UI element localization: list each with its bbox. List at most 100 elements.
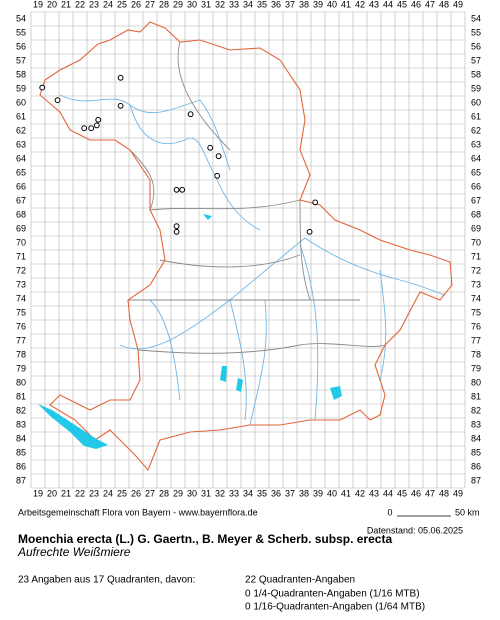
x-label: 23 — [89, 488, 99, 498]
x-label: 44 — [383, 0, 393, 9]
y-label: 78 — [471, 349, 481, 359]
y-label: 81 — [471, 391, 481, 401]
y-label: 87 — [16, 475, 26, 485]
x-label: 21 — [61, 0, 71, 9]
y-label: 55 — [471, 27, 481, 37]
credit: Arbeitsgemeinschaft Flora von Bayern - w… — [18, 507, 258, 517]
y-label: 85 — [471, 447, 481, 457]
lake — [38, 404, 108, 449]
y-label: 58 — [471, 69, 481, 79]
occurrence-dot — [306, 228, 313, 235]
x-label: 25 — [117, 0, 127, 9]
x-label: 44 — [383, 488, 393, 498]
y-label: 74 — [471, 293, 481, 303]
y-label: 74 — [16, 293, 26, 303]
y-label: 60 — [471, 97, 481, 107]
y-label: 68 — [471, 209, 481, 219]
x-label: 30 — [187, 0, 197, 9]
y-label: 86 — [16, 461, 26, 471]
y-label: 69 — [16, 223, 26, 233]
y-label: 66 — [471, 181, 481, 191]
y-label: 69 — [471, 223, 481, 233]
occurrence-dot — [173, 186, 180, 193]
y-label: 59 — [16, 83, 26, 93]
y-label: 80 — [471, 377, 481, 387]
y-label: 70 — [471, 237, 481, 247]
x-label: 39 — [313, 488, 323, 498]
x-label: 27 — [145, 488, 155, 498]
x-label: 38 — [299, 0, 309, 9]
district-borders — [127, 41, 386, 354]
x-label: 45 — [397, 488, 407, 498]
y-label: 66 — [16, 181, 26, 191]
x-label: 40 — [327, 0, 337, 9]
occurrence-dot — [117, 102, 124, 109]
x-label: 37 — [285, 488, 295, 498]
y-label: 70 — [16, 237, 26, 247]
x-label: 31 — [201, 488, 211, 498]
x-label: 28 — [159, 0, 169, 9]
y-label: 60 — [16, 97, 26, 107]
scale-start: 0 — [387, 507, 392, 517]
y-label: 73 — [16, 279, 26, 289]
x-label: 42 — [355, 488, 365, 498]
occurrence-dot — [207, 144, 214, 151]
y-label: 61 — [471, 111, 481, 121]
occurrence-dot — [95, 116, 102, 123]
x-label: 26 — [131, 0, 141, 9]
y-label: 79 — [471, 363, 481, 373]
occurrence-dot — [117, 74, 124, 81]
y-label: 78 — [16, 349, 26, 359]
y-label: 58 — [16, 69, 26, 79]
y-label: 72 — [471, 265, 481, 275]
y-label: 79 — [16, 363, 26, 373]
x-label: 26 — [131, 488, 141, 498]
x-label: 40 — [327, 488, 337, 498]
x-label: 48 — [439, 488, 449, 498]
y-label: 85 — [16, 447, 26, 457]
x-label: 35 — [257, 488, 267, 498]
x-label: 32 — [215, 488, 225, 498]
x-label: 35 — [257, 0, 267, 9]
x-label: 33 — [229, 0, 239, 9]
x-label: 23 — [89, 0, 99, 9]
x-label: 45 — [397, 0, 407, 9]
y-label: 77 — [16, 335, 26, 345]
x-label: 34 — [243, 0, 253, 9]
y-label: 71 — [471, 251, 481, 261]
y-label: 59 — [471, 83, 481, 93]
x-label: 47 — [425, 488, 435, 498]
y-label: 86 — [471, 461, 481, 471]
map-features — [39, 21, 453, 472]
y-label: 81 — [16, 391, 26, 401]
occurrence-dot — [93, 122, 100, 129]
x-label: 43 — [369, 488, 379, 498]
y-label: 80 — [16, 377, 26, 387]
y-label: 75 — [16, 307, 26, 317]
y-label: 73 — [471, 279, 481, 289]
lake — [203, 214, 212, 220]
y-label: 71 — [16, 251, 26, 261]
grid-labels: 19 19 20 20 21 21 22 22 23 23 24 24 25 25 26 26 27 27 28 28… — [16, 0, 481, 498]
y-label: 64 — [471, 153, 481, 163]
scale-end: 50 km — [455, 507, 480, 517]
x-label: 22 — [75, 488, 85, 498]
y-label: 67 — [471, 195, 481, 205]
y-label: 56 — [471, 41, 481, 51]
x-label: 41 — [341, 488, 351, 498]
y-label: 57 — [471, 55, 481, 65]
occurrence-dot — [81, 125, 88, 132]
y-label: 54 — [471, 13, 481, 23]
x-label: 24 — [103, 0, 113, 9]
y-label: 61 — [16, 111, 26, 121]
subtitle: Aufrechte Weißmiere — [17, 545, 131, 559]
grid — [30, 11, 466, 489]
x-label: 49 — [453, 0, 463, 9]
x-label: 30 — [187, 488, 197, 498]
occurrence-dot — [179, 186, 186, 193]
x-label: 46 — [411, 488, 421, 498]
x-label: 19 — [33, 0, 43, 9]
y-label: 84 — [16, 433, 26, 443]
x-label: 31 — [201, 0, 211, 9]
